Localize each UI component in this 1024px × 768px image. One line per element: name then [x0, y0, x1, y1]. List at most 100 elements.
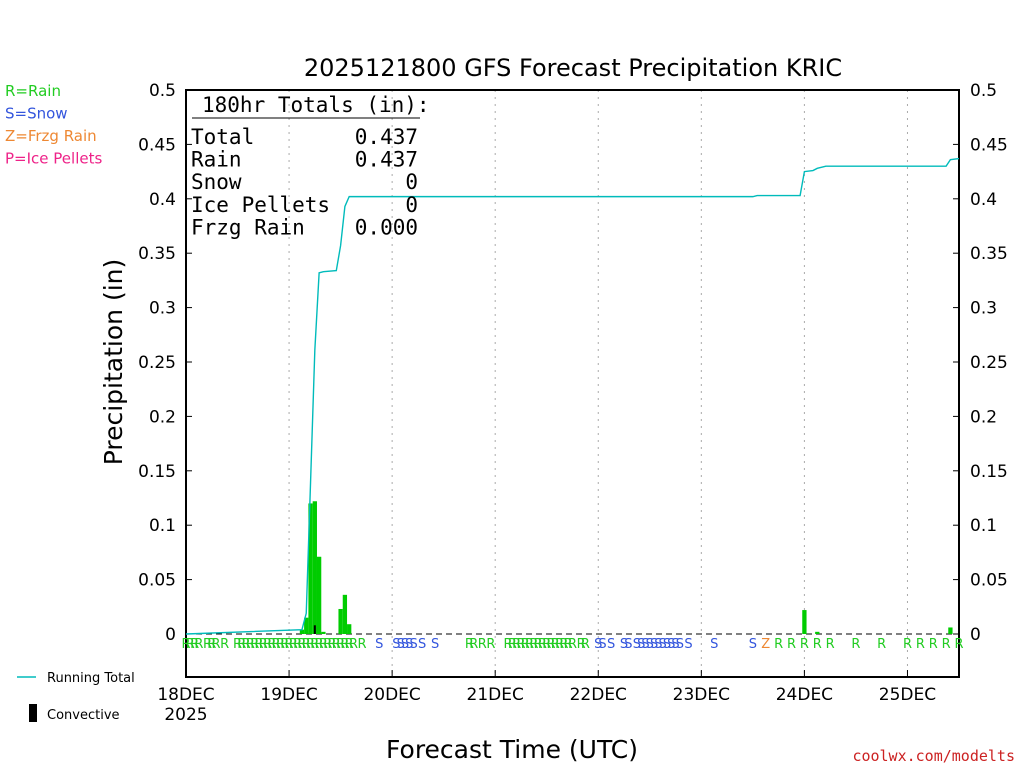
ptype-marker: R: [942, 637, 951, 652]
ptype-marker: R: [293, 637, 302, 652]
convective-bars: [313, 625, 316, 634]
ptype-marker: R: [272, 637, 281, 652]
ptype-marker: S: [409, 637, 417, 652]
ptype-marker: R: [306, 637, 315, 652]
ptype-marker: S: [405, 637, 413, 652]
legend-item: Z=Frzg Rain: [5, 127, 97, 145]
y-tick-label: 0.3: [149, 299, 176, 319]
y-tick-label: 0: [165, 625, 176, 645]
ptype-marker: R: [319, 637, 328, 652]
ptype-marker: R: [280, 637, 289, 652]
convective-legend-swatch: [29, 704, 37, 722]
precip-bar: [308, 503, 313, 634]
x-axis-label: Forecast Time (UTC): [386, 735, 638, 764]
ptype-marker: R: [800, 637, 809, 652]
left-y-tick-labels: 0 0.05 0.1 0.15 0.2 0.25 0.3 0.35 0.4 0.45 0.5: [138, 81, 192, 645]
ptype-marker: R: [242, 637, 251, 652]
x-tick-label: 22DEC: [570, 685, 627, 705]
totals-row-value: 0.000: [355, 215, 418, 239]
totals-row-value: 0: [405, 193, 418, 217]
ptype-marker: S: [671, 637, 679, 652]
ptype-marker: R: [246, 637, 255, 652]
ptype-marker: S: [659, 637, 667, 652]
ptype-marker: R: [813, 637, 822, 652]
ptype-marker: R: [340, 637, 349, 652]
ptype-marker: S: [418, 637, 426, 652]
ptype-marker: S: [633, 637, 641, 652]
y-tick-label-right: 0.3: [970, 299, 997, 319]
y-tick-label: 0.45: [138, 135, 176, 155]
y-tick-label: 0.2: [149, 407, 176, 427]
totals-row-label: Snow: [191, 170, 242, 194]
ptype-marker: R: [203, 637, 212, 652]
y-tick-label-right: 0.5: [970, 81, 997, 101]
ptype-marker: R: [486, 637, 495, 652]
totals-row-value: 0.437: [355, 148, 418, 172]
ptype-marker: R: [534, 637, 543, 652]
ptype-marker: R: [289, 637, 298, 652]
ptype-marker: S: [646, 637, 654, 652]
ptype-marker: R: [787, 637, 796, 652]
ptype-marker: R: [194, 637, 203, 652]
ptype-marker: R: [297, 637, 306, 652]
totals-row-value: 0.437: [355, 125, 418, 149]
x-tick-label: 24DEC: [776, 685, 833, 705]
totals-box: 180hr Totals (in): Total 0.437 Rain 0.437 Sn…: [191, 93, 430, 239]
grid-lines: [288, 90, 908, 677]
ptype-marker: R: [332, 637, 341, 652]
y-tick-label: 0.35: [138, 244, 176, 264]
ptype-marker: R: [181, 637, 190, 652]
ptype-marker: S: [624, 637, 632, 652]
y-tick-label: 0.4: [149, 190, 176, 210]
ptype-marker: R: [903, 637, 912, 652]
ptype-marker: R: [929, 637, 938, 652]
ptype-marker: R: [315, 637, 324, 652]
precip-bar: [802, 610, 807, 634]
ptype-marker: R: [525, 637, 534, 652]
x-tick-label: 19DEC: [260, 685, 317, 705]
ptype-marker: R: [233, 637, 242, 652]
ptype-marker: S: [749, 637, 757, 652]
ptype-marker: Z: [761, 637, 770, 652]
ptype-marker: R: [542, 637, 551, 652]
ptype-marker: R: [250, 637, 259, 652]
ptype-marker: S: [650, 637, 658, 652]
x-tick-label: 18DEC: [157, 685, 214, 705]
ptype-marker: R: [516, 637, 525, 652]
totals-row-label: Frzg Rain: [191, 215, 305, 239]
ptype-marker: S: [637, 637, 645, 652]
ptype-marker: R: [345, 637, 354, 652]
ptype-marker: S: [397, 637, 405, 652]
ptype-marker: R: [508, 637, 517, 652]
chart-title: 2025121800 GFS Forecast Precipitation KR…: [304, 54, 842, 82]
ptype-marker: S: [667, 637, 675, 652]
y-tick-label-right: 0.2: [970, 407, 997, 427]
y-tick-label-right: 0.4: [970, 190, 997, 210]
right-y-tick-labels: 0 0.05 0.1 0.15 0.2 0.25 0.3 0.35 0.4 0.45 0.5: [953, 81, 1008, 645]
ptype-marker: S: [676, 637, 684, 652]
totals-row-label: Rain: [191, 148, 242, 172]
x-tick-label: 21DEC: [467, 685, 524, 705]
ptype-marker: S: [684, 637, 692, 652]
ptype-marker: R: [774, 637, 783, 652]
totals-row-label: Total: [191, 125, 254, 149]
ptype-marker: R: [263, 637, 272, 652]
y-tick-label-right: 0.45: [970, 135, 1008, 155]
ptype-marker: R: [237, 637, 246, 652]
precip-bar: [347, 624, 352, 634]
ptype-marker: R: [521, 637, 530, 652]
running-total-legend: Running Total: [17, 671, 135, 686]
ptype-marker: S: [607, 637, 615, 652]
ptype-marker: R: [267, 637, 276, 652]
ptype-marker: R: [826, 637, 835, 652]
ptype-legend: R=Rain S=Snow Z=Frzg Rain P=Ice Pellets: [5, 82, 102, 168]
ptype-marker: S: [710, 637, 718, 652]
ptype-marker: R: [916, 637, 925, 652]
y-tick-label: 0.5: [149, 81, 176, 101]
convective-legend: Convective: [29, 704, 120, 723]
ptype-marker: S: [392, 637, 400, 652]
y-tick-label-right: 0.05: [970, 571, 1008, 591]
ptype-marker: S: [598, 637, 606, 652]
